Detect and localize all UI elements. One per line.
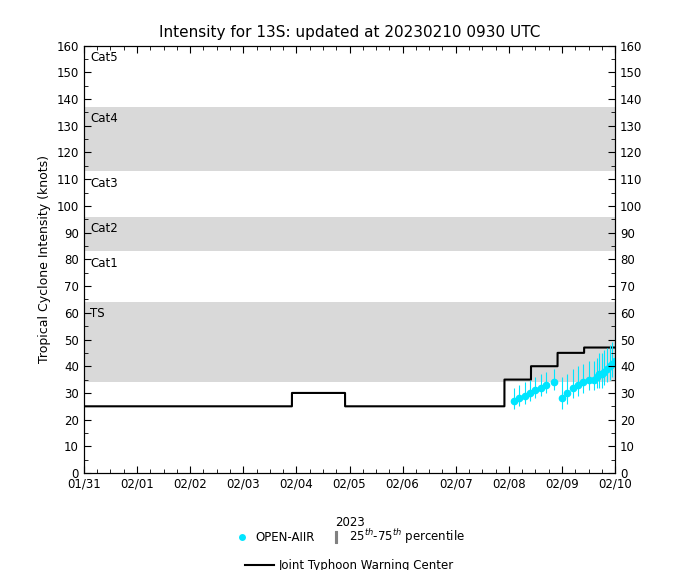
Bar — [84, 171, 615, 217]
Bar — [84, 302, 615, 382]
Bar — [84, 46, 615, 107]
Bar — [84, 217, 615, 251]
Text: Cat2: Cat2 — [90, 222, 118, 235]
Title: Intensity for 13S: updated at 20230210 0930 UTC: Intensity for 13S: updated at 20230210 0… — [159, 25, 540, 40]
Text: Cat4: Cat4 — [90, 112, 118, 125]
Text: Cat3: Cat3 — [90, 177, 118, 189]
Legend: Joint Typhoon Warning Center: Joint Typhoon Warning Center — [245, 559, 454, 570]
Bar — [84, 251, 615, 302]
Text: TS: TS — [90, 307, 105, 320]
Text: Cat5: Cat5 — [90, 51, 118, 64]
Text: Cat1: Cat1 — [90, 256, 118, 270]
Y-axis label: Tropical Cyclone Intensity (knots): Tropical Cyclone Intensity (knots) — [38, 156, 51, 363]
Bar — [84, 107, 615, 171]
Bar — [84, 382, 615, 473]
Text: 2023: 2023 — [335, 516, 364, 529]
